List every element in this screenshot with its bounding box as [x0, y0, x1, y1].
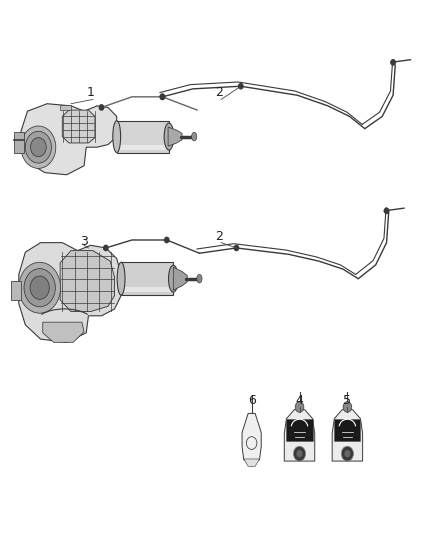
Circle shape: [160, 94, 165, 100]
Bar: [119, 144, 167, 150]
Polygon shape: [43, 322, 84, 342]
Polygon shape: [242, 414, 261, 460]
Polygon shape: [332, 410, 363, 461]
Circle shape: [31, 138, 46, 157]
Polygon shape: [284, 410, 315, 461]
Bar: [60, 105, 71, 110]
Bar: [123, 287, 171, 293]
Text: 5: 5: [343, 394, 351, 407]
Circle shape: [293, 446, 306, 461]
Polygon shape: [168, 127, 182, 146]
Bar: [286, 419, 313, 441]
Circle shape: [297, 450, 303, 457]
Polygon shape: [19, 243, 121, 342]
Circle shape: [391, 60, 395, 65]
Circle shape: [239, 84, 243, 89]
Ellipse shape: [197, 274, 202, 283]
Circle shape: [99, 105, 104, 110]
Text: 2: 2: [215, 86, 223, 100]
Ellipse shape: [164, 123, 174, 150]
Circle shape: [24, 269, 55, 307]
Bar: [334, 419, 360, 441]
Bar: [14, 132, 24, 152]
Circle shape: [295, 402, 304, 413]
Circle shape: [25, 131, 51, 163]
Polygon shape: [244, 459, 259, 466]
Text: 6: 6: [248, 394, 256, 407]
Polygon shape: [173, 267, 187, 290]
Text: 4: 4: [296, 394, 304, 407]
Polygon shape: [60, 251, 115, 312]
Bar: [117, 120, 169, 152]
Ellipse shape: [169, 265, 178, 292]
Text: 3: 3: [80, 235, 88, 248]
Polygon shape: [62, 110, 95, 143]
Circle shape: [341, 446, 353, 461]
Circle shape: [344, 450, 350, 457]
Circle shape: [165, 237, 169, 243]
Circle shape: [104, 245, 108, 251]
Ellipse shape: [191, 132, 197, 141]
Bar: [11, 281, 21, 300]
Circle shape: [385, 208, 389, 214]
Circle shape: [160, 94, 165, 100]
Circle shape: [19, 262, 60, 313]
Bar: [121, 262, 173, 295]
Circle shape: [343, 402, 352, 413]
Ellipse shape: [113, 120, 120, 152]
Circle shape: [21, 126, 56, 168]
Text: 1: 1: [87, 86, 95, 100]
Circle shape: [234, 245, 239, 251]
Ellipse shape: [117, 262, 125, 295]
Polygon shape: [21, 104, 117, 175]
Text: 2: 2: [215, 230, 223, 243]
Circle shape: [30, 276, 49, 300]
